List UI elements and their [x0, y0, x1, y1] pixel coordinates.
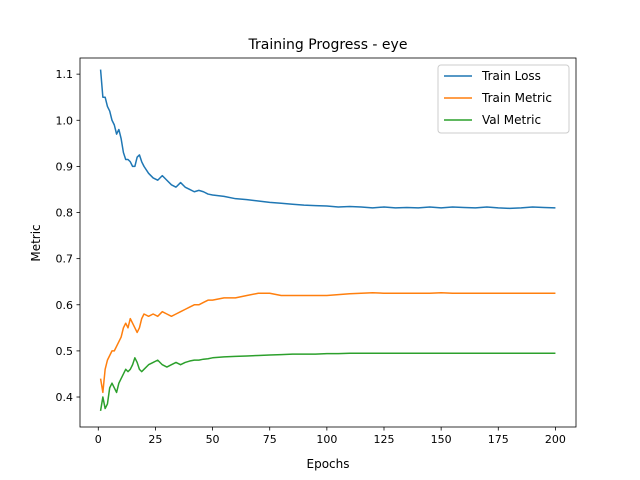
x-tick-label-0: 0 [95, 433, 102, 446]
legend-label-2: Val Metric [482, 113, 541, 127]
series-line-0 [99, 69, 556, 210]
legend-label-1: Train Metric [481, 91, 552, 105]
x-tick-label-5: 125 [374, 433, 395, 446]
x-tick-label-1: 25 [148, 433, 162, 446]
y-tick-label-4: 0.8 [56, 207, 74, 220]
series-line-2 [99, 352, 556, 411]
x-tick-label-7: 175 [488, 433, 509, 446]
chart-title: Training Progress - eye [248, 37, 408, 53]
y-tick-label-1: 0.5 [56, 345, 74, 358]
y-tick-label-2: 0.6 [56, 299, 74, 312]
x-axis-label: Epochs [307, 457, 350, 471]
x-tick-label-3: 75 [263, 433, 277, 446]
y-tick-label-0: 0.4 [56, 391, 74, 404]
y-tick-label-5: 0.9 [56, 160, 74, 173]
x-tick-label-6: 150 [431, 433, 452, 446]
y-tick-label-6: 1.0 [56, 114, 74, 127]
y-tick-label-3: 0.7 [56, 253, 74, 266]
x-tick-label-2: 50 [206, 433, 220, 446]
legend-label-0: Train Loss [481, 69, 541, 83]
y-tick-label-7: 1.1 [56, 68, 74, 81]
plot-frame [79, 57, 577, 428]
x-tick-label-4: 100 [316, 433, 337, 446]
series-line-1 [99, 292, 556, 394]
plot-area: 0 25 50 75 100 125 150 175 200 0.4 0.5 0.6 0.7 0.8 0.9… [56, 57, 577, 446]
y-axis-label: Metric [29, 224, 43, 261]
legend: Train Loss Train Metric Val Metric [437, 64, 570, 134]
x-tick-label-8: 200 [545, 433, 566, 446]
legend-box [437, 64, 570, 134]
